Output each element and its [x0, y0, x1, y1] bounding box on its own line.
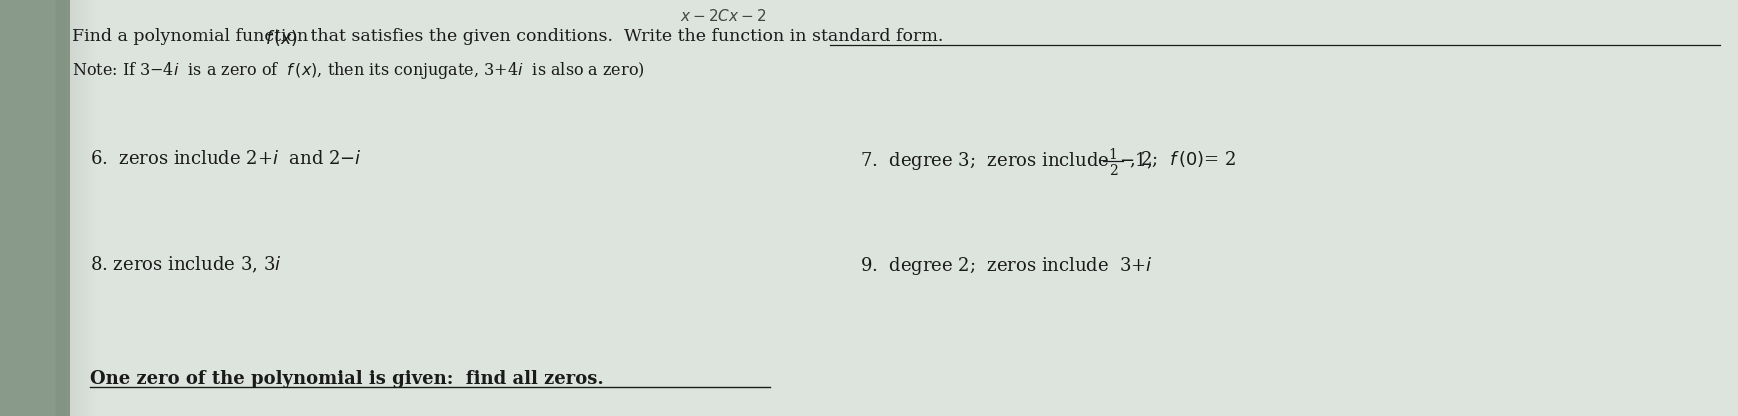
Bar	[83, 0, 85, 416]
Text: 1: 1	[1109, 148, 1118, 162]
Bar	[68, 0, 70, 416]
Bar	[94, 0, 96, 416]
Bar	[70, 0, 71, 416]
Bar	[70, 0, 71, 416]
Text: 6.  zeros include 2+$i$  and 2$-$$i$: 6. zeros include 2+$i$ and 2$-$$i$	[90, 150, 362, 168]
Bar	[78, 0, 82, 416]
Bar	[64, 0, 66, 416]
Text: that satisfies the given conditions.  Write the function in standard form.: that satisfies the given conditions. Wri…	[304, 28, 944, 45]
Text: 7.  degree 3;  zeros include  $-$1,: 7. degree 3; zeros include $-$1,	[860, 150, 1152, 172]
Text: $x- 2Cx -2$: $x- 2Cx -2$	[680, 8, 766, 24]
Text: , 2;  $f\,(0)$= 2: , 2; $f\,(0)$= 2	[1130, 150, 1236, 170]
Bar	[61, 0, 63, 416]
Text: 9.  degree 2;  zeros include  3+$i$: 9. degree 2; zeros include 3+$i$	[860, 255, 1152, 277]
Bar	[0, 0, 70, 416]
Bar	[75, 0, 76, 416]
Bar	[92, 0, 94, 416]
Bar	[90, 0, 94, 416]
Bar	[89, 0, 90, 416]
Bar	[61, 0, 63, 416]
Bar	[59, 0, 61, 416]
Bar	[57, 0, 59, 416]
Bar	[64, 0, 68, 416]
Bar	[56, 0, 57, 416]
Bar	[87, 0, 89, 416]
Bar	[71, 0, 73, 416]
Bar	[94, 0, 96, 416]
Text: $f\,(x)$: $f\,(x)$	[264, 28, 299, 48]
Bar	[66, 0, 68, 416]
Bar	[80, 0, 82, 416]
Text: 8. zeros include 3, 3$i$: 8. zeros include 3, 3$i$	[90, 255, 282, 275]
Bar	[71, 0, 75, 416]
Bar	[89, 0, 90, 416]
Bar	[85, 0, 87, 416]
Bar	[76, 0, 78, 416]
Bar	[63, 0, 64, 416]
Bar	[85, 0, 89, 416]
Bar	[56, 0, 57, 416]
Bar	[76, 0, 78, 416]
Bar	[82, 0, 83, 416]
Bar	[57, 0, 61, 416]
Bar	[73, 0, 75, 416]
Text: One zero of the polynomial is given:  find all zeros.: One zero of the polynomial is given: fin…	[90, 370, 603, 388]
Text: Note: If 3$-$4$i$  is a zero of  $f\,(x)$, then its conjugate, 3+4$i$  is also a: Note: If 3$-$4$i$ is a zero of $f\,(x)$,…	[71, 60, 645, 81]
Bar	[63, 0, 64, 416]
Bar	[82, 0, 83, 416]
Bar	[90, 0, 92, 416]
Bar	[78, 0, 80, 416]
Bar	[68, 0, 70, 416]
Text: Find a polynomial function: Find a polynomial function	[71, 28, 315, 45]
Bar	[83, 0, 85, 416]
Text: 2: 2	[1109, 164, 1118, 178]
Bar	[75, 0, 76, 416]
